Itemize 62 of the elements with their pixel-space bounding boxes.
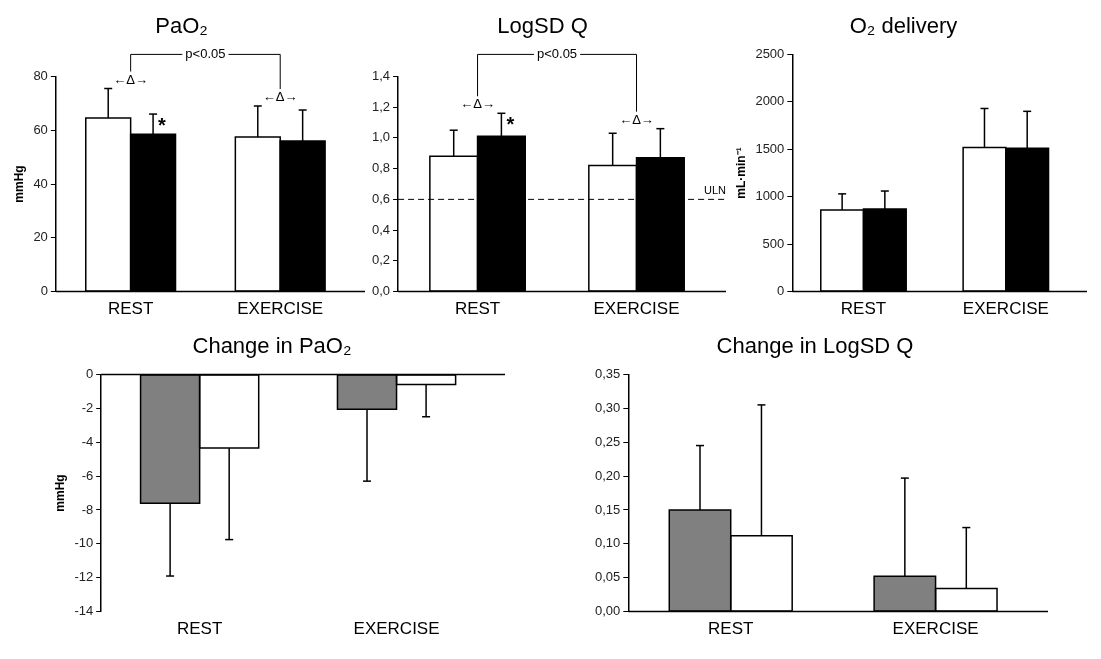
y-tick-label: 0: [86, 365, 94, 381]
y-tick-label: 2500: [755, 45, 785, 61]
y-tick-label: -2: [81, 399, 94, 415]
y-axis-title: mL·min⁻¹: [733, 147, 748, 199]
y-tick-label: 0,30: [594, 399, 621, 415]
y-tick-label: 0,35: [594, 365, 621, 381]
y-tick-label: 0,2: [371, 252, 391, 268]
y-tick-label: 0,25: [594, 433, 621, 449]
y-axis-title: mmHg: [52, 474, 67, 512]
y-tick-label: 0,20: [594, 467, 621, 483]
y-tick-label: -10: [74, 535, 94, 551]
annotation: ←Δ→: [460, 96, 495, 112]
y-tick-label: -8: [81, 501, 94, 517]
y-tick-label: -14: [74, 603, 94, 619]
y-tick-label: 0,10: [594, 535, 621, 551]
x-tick-label: REST: [707, 619, 754, 639]
y-tick-label: 0: [777, 283, 785, 299]
annotation: *: [158, 113, 167, 136]
y-tick-label: 1,4: [371, 67, 391, 83]
annotation: *: [506, 112, 515, 135]
y-tick-label: 1,0: [371, 129, 391, 145]
annotation: ←Δ→: [619, 111, 654, 127]
y-tick-label: 0,05: [594, 569, 621, 585]
y-tick-label: 500: [762, 235, 785, 251]
x-tick-label: REST: [454, 299, 501, 319]
chart-title: LogSD Q: [497, 13, 588, 39]
y-tick-label: 20: [33, 229, 48, 245]
x-tick-label: EXERCISE: [237, 299, 324, 319]
y-tick-label: 0,15: [594, 501, 621, 517]
chart-title: Change in LogSD Q: [716, 333, 914, 359]
annotation: ←Δ→: [262, 89, 298, 105]
text: p<0.05: [185, 45, 226, 61]
y-tick-label: 60: [33, 121, 48, 137]
y-tick-label: 1000: [755, 188, 785, 204]
y-tick-label: 40: [33, 175, 48, 191]
y-tick-label: 2000: [755, 93, 785, 109]
chart-title: O₂ delivery: [849, 13, 958, 39]
x-tick-label: REST: [840, 299, 887, 319]
x-tick-label: REST: [177, 619, 223, 639]
ref-line-label: ULN: [703, 183, 727, 196]
y-tick-label: -12: [74, 569, 94, 585]
y-tick-label: 0,8: [371, 160, 391, 176]
y-tick-label: 0: [40, 283, 48, 299]
y-tick-label: 1500: [755, 140, 785, 156]
x-tick-label: EXERCISE: [962, 299, 1049, 319]
chart-title: Change in PaO₂: [192, 333, 352, 359]
y-tick-label: 0,00: [594, 603, 621, 619]
y-tick-label: -6: [81, 467, 94, 483]
y-axis-title: mmHg: [11, 165, 26, 203]
y-tick-label: 80: [33, 67, 48, 83]
y-tick-label: 0,4: [371, 221, 391, 237]
chart-title: PaO₂: [155, 13, 208, 39]
x-tick-label: EXERCISE: [593, 299, 680, 319]
y-tick-label: 0,6: [371, 190, 391, 206]
x-tick-label: EXERCISE: [892, 619, 979, 639]
x-tick-label: REST: [107, 299, 154, 319]
y-tick-label: -4: [81, 433, 94, 449]
text: p<0.05: [536, 45, 578, 61]
y-tick-label: 1,2: [371, 98, 391, 114]
x-tick-label: EXERCISE: [353, 619, 440, 639]
annotation: ←Δ→: [113, 71, 148, 87]
y-tick-label: 0,0: [371, 283, 391, 299]
